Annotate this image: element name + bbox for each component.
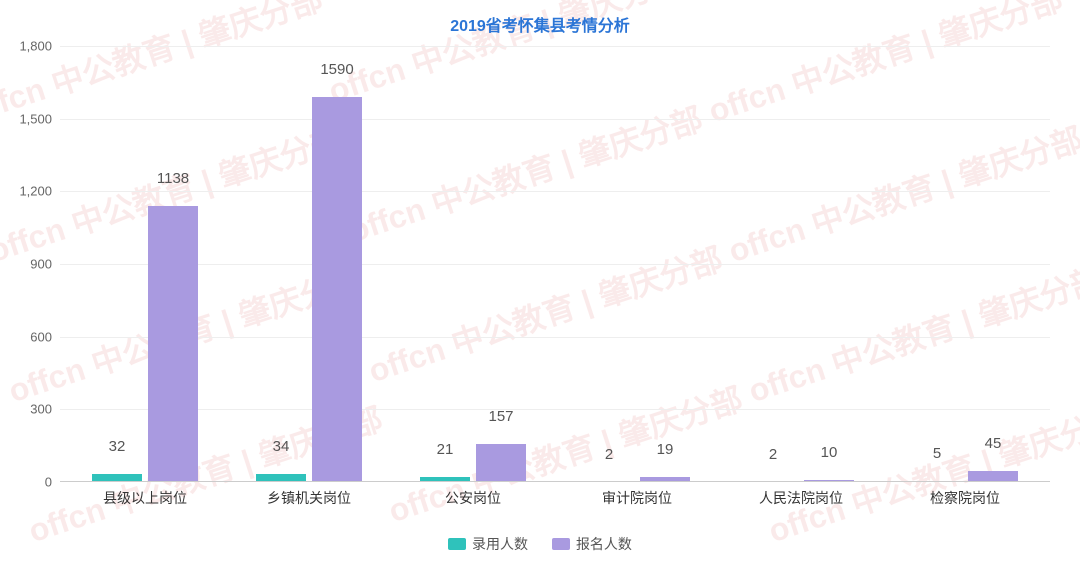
bars-layer: 32 1138 34 1590 21 157 2 19 2 10 5 45 [60, 46, 1050, 482]
x-tick-label: 检察院岗位 [930, 488, 1000, 508]
bar-value-label: 10 [821, 444, 838, 461]
bar-value-label: 1590 [320, 61, 353, 78]
y-tick-label: 0 [45, 475, 52, 490]
bar-value-label: 34 [273, 438, 290, 455]
bar-value-label: 157 [488, 408, 513, 425]
legend-swatch-0 [448, 538, 466, 550]
legend-item-series-0: 录用人数 [448, 534, 528, 554]
x-axis-line [60, 481, 1050, 482]
x-tick-label: 公安岗位 [445, 488, 501, 508]
x-tick-label: 人民法院岗位 [759, 488, 843, 508]
y-tick-label: 600 [30, 329, 52, 344]
bar-value-label: 45 [985, 435, 1002, 452]
x-tick-label: 县级以上岗位 [103, 488, 187, 508]
bar [312, 97, 362, 482]
y-tick-label: 1,200 [19, 184, 52, 199]
x-axis: 县级以上岗位 乡镇机关岗位 公安岗位 审计院岗位 人民法院岗位 检察院岗位 [60, 486, 1050, 510]
y-tick-label: 1,500 [19, 111, 52, 126]
legend-label-1: 报名人数 [576, 534, 632, 554]
legend-item-series-1: 报名人数 [552, 534, 632, 554]
legend-swatch-1 [552, 538, 570, 550]
bar [148, 206, 198, 482]
legend: 录用人数 报名人数 [0, 534, 1080, 554]
x-tick-label: 乡镇机关岗位 [267, 488, 351, 508]
bar-value-label: 21 [437, 441, 454, 458]
bar-value-label: 5 [933, 445, 941, 462]
bar-value-label: 19 [657, 441, 674, 458]
chart-plot-area: 03006009001,2001,5001,800 32113834159021… [60, 46, 1050, 482]
x-tick-label: 审计院岗位 [602, 488, 672, 508]
y-axis: 03006009001,2001,5001,800 [10, 46, 60, 482]
chart-title: 2019省考怀集县考情分析 [0, 0, 1080, 36]
legend-label-0: 录用人数 [472, 534, 528, 554]
bar [476, 444, 526, 482]
bar-value-label: 1138 [157, 170, 189, 187]
y-tick-label: 300 [30, 402, 52, 417]
bar-value-label: 2 [769, 446, 777, 463]
y-tick-label: 1,800 [19, 39, 52, 54]
bar-value-label: 32 [109, 438, 126, 455]
y-tick-label: 900 [30, 257, 52, 272]
bar-value-label: 2 [605, 446, 613, 463]
